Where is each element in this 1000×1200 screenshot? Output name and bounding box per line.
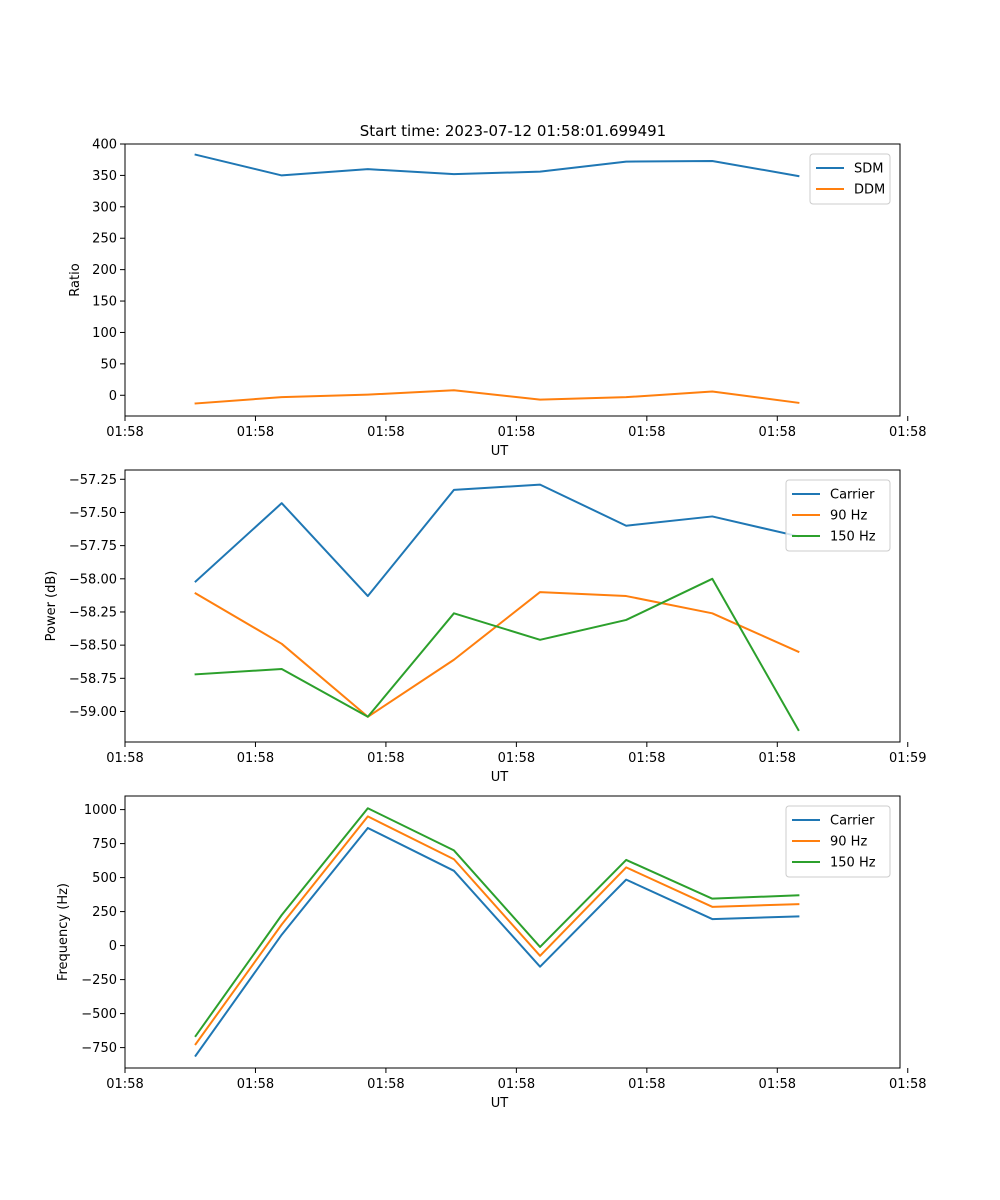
y-axis-label: Frequency (Hz) [56,883,71,981]
x-tick-label: 01:58 [106,1077,143,1092]
y-tick-label: 100 [92,326,117,341]
y-tick-label: 350 [92,169,117,184]
x-tick-label: 01:59 [889,751,926,766]
y-tick-label: 0 [109,389,117,404]
x-tick-label: 01:58 [106,425,143,440]
x-tick-label: 01:58 [889,1077,926,1092]
y-tick-label: −59.00 [69,705,117,720]
y-tick-label: 300 [92,200,117,215]
legend-label-150-hz: 150 Hz [830,530,876,545]
series-line-150-hz [194,577,800,732]
series-line-150-hz [194,807,800,1038]
legend-label-90-hz: 90 Hz [830,509,867,524]
x-tick-label: 01:58 [498,751,535,766]
x-tick-label: 01:58 [759,1077,796,1092]
legend-label-carrier: Carrier [830,814,875,829]
y-tick-label: 250 [92,232,117,247]
x-axis-label: UT [491,770,509,785]
legend: SDM DDM [809,153,891,205]
legend-label-sdm: SDM [854,162,883,177]
y-axis-label: Power (dB) [44,571,59,642]
axes-frame [124,469,901,743]
x-tick-label: 01:58 [237,751,274,766]
x-tick-label: 01:58 [106,751,143,766]
y-tick-label: 200 [92,263,117,278]
x-axis-label: UT [491,1096,509,1111]
x-tick-label: 01:58 [237,425,274,440]
x-tick-label: 01:58 [759,425,796,440]
x-tick-label: 01:58 [237,1077,274,1092]
x-tick-label: 01:58 [889,425,926,440]
y-tick-label: −58.00 [69,572,117,587]
figure-title: Start time: 2023-07-12 01:58:01.699491 [360,122,666,140]
y-tick-label: 750 [92,837,117,852]
y-tick-label: 250 [92,905,117,920]
x-tick-label: 01:58 [498,1077,535,1092]
subplot-frequency: 01:58 01:58 01:58 01:58 01:58 01:58 01:58 −750 −… [56,795,926,1111]
x-tick-label: 01:58 [628,425,665,440]
y-tick-label: 0 [109,939,117,954]
series-line-90-hz [194,815,800,1046]
subplot-power: 01:58 01:58 01:58 01:58 01:58 01:58 01:59 −59.0… [44,469,926,785]
x-tick-label: 01:58 [628,751,665,766]
series-line-sdm [194,153,800,178]
x-tick-label: 01:58 [367,751,404,766]
series-line-carrier [194,483,800,598]
x-tick-label: 01:58 [498,425,535,440]
legend-box [809,153,891,205]
y-tick-label: −57.75 [69,539,117,554]
y-tick-label: −750 [81,1041,117,1056]
series-line-carrier [194,826,800,1058]
y-axis-label: Ratio [68,263,83,296]
legend-label-90-hz: 90 Hz [830,835,867,850]
y-tick-label: −57.50 [69,506,117,521]
legend: Carrier 90 Hz 150 Hz [785,805,891,878]
y-tick-label: −500 [81,1007,117,1022]
legend: Carrier 90 Hz 150 Hz [785,479,891,552]
y-tick-label: −250 [81,973,117,988]
x-tick-label: 01:58 [367,1077,404,1092]
y-tick-label: −58.25 [69,605,117,620]
x-tick-label: 01:58 [628,1077,665,1092]
legend-box [785,479,891,552]
subplot-ratio: 01:58 01:58 01:58 01:58 01:58 01:58 01:58 0 50 10… [68,138,926,460]
legend-label-ddm: DDM [854,183,885,198]
y-tick-label: −58.50 [69,639,117,654]
axes-frame [124,143,901,417]
legend-box [785,805,891,878]
y-tick-label: 500 [92,871,117,886]
y-tick-label: −57.25 [69,473,117,488]
axes-frame [124,795,901,1069]
x-tick-label: 01:58 [759,751,796,766]
y-tick-label: 150 [92,295,117,310]
legend-label-150-hz: 150 Hz [830,856,876,871]
y-tick-label: 50 [100,357,117,372]
x-axis-label: UT [491,444,509,459]
series-line-ddm [194,389,800,405]
legend-label-carrier: Carrier [830,488,875,503]
y-tick-label: −58.75 [69,672,117,687]
y-tick-label: 1000 [84,803,117,818]
x-tick-label: 01:58 [367,425,404,440]
y-tick-label: 400 [92,138,117,153]
